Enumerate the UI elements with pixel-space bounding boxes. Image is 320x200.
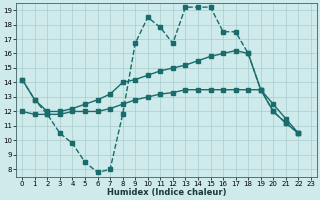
X-axis label: Humidex (Indice chaleur): Humidex (Indice chaleur): [107, 188, 226, 197]
